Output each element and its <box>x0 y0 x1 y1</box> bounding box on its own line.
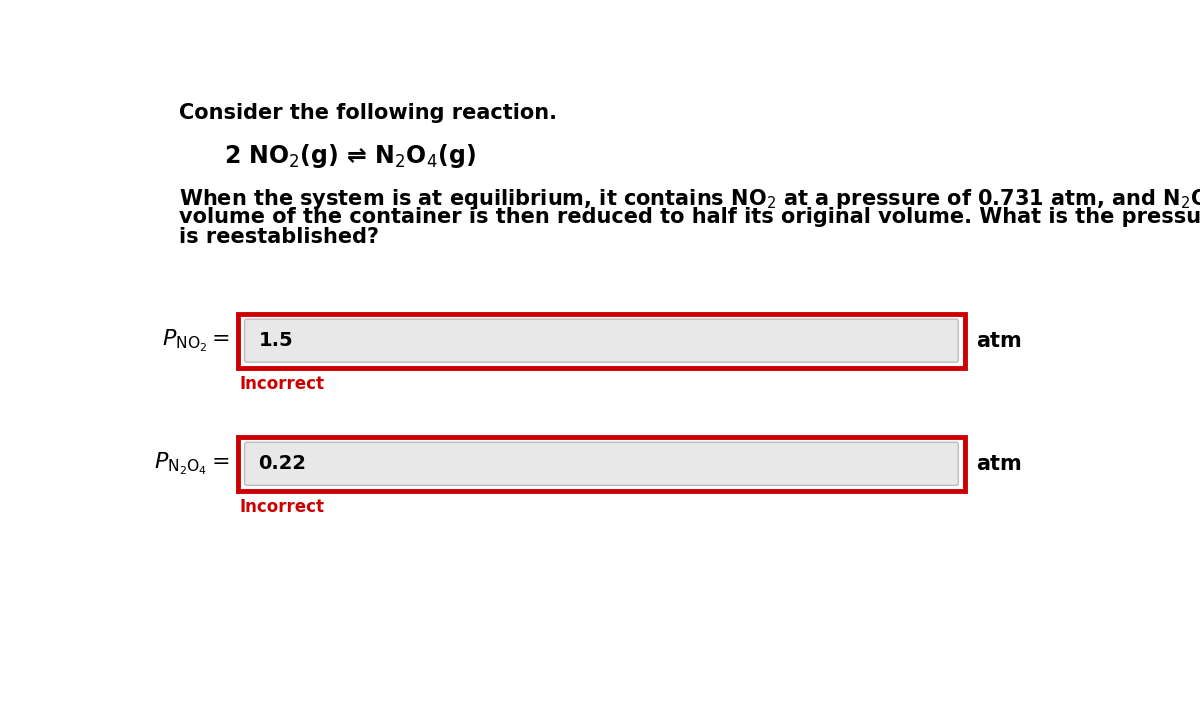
FancyBboxPatch shape <box>245 442 959 485</box>
Text: 0.22: 0.22 <box>258 454 306 473</box>
Text: 2 NO$_2$(g) ⇌ N$_2$O$_4$(g): 2 NO$_2$(g) ⇌ N$_2$O$_4$(g) <box>223 142 475 170</box>
Text: volume of the container is then reduced to half its original volume. What is the: volume of the container is then reduced … <box>180 207 1200 226</box>
FancyBboxPatch shape <box>238 314 965 368</box>
Text: atm: atm <box>976 454 1022 474</box>
Text: When the system is at equilibrium, it contains NO$_2$ at a pressure of 0.731 atm: When the system is at equilibrium, it co… <box>180 187 1200 211</box>
Text: 1.5: 1.5 <box>258 331 293 350</box>
Text: Consider the following reaction.: Consider the following reaction. <box>180 103 558 123</box>
Text: Incorrect: Incorrect <box>239 374 324 392</box>
Text: is reestablished?: is reestablished? <box>180 226 379 247</box>
Text: $P_{\mathrm{NO}_2}=$: $P_{\mathrm{NO}_2}=$ <box>162 327 230 354</box>
Text: Incorrect: Incorrect <box>239 497 324 516</box>
FancyBboxPatch shape <box>245 319 959 362</box>
FancyBboxPatch shape <box>238 437 965 491</box>
Text: $P_{\mathrm{N}_2\mathrm{O}_4}=$: $P_{\mathrm{N}_2\mathrm{O}_4}=$ <box>155 451 230 477</box>
Text: atm: atm <box>976 331 1022 350</box>
